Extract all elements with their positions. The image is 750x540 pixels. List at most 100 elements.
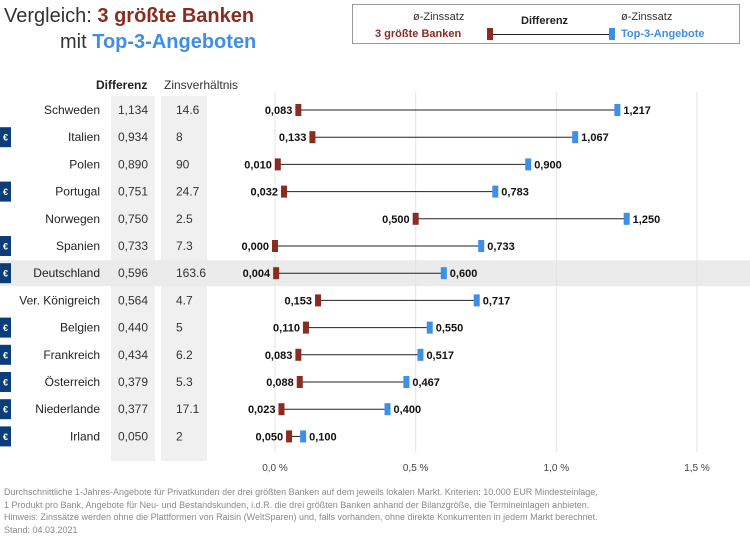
euro-icon: € — [3, 350, 8, 360]
country-label: Niederlande — [35, 402, 100, 416]
difference-value: 0,890 — [118, 157, 148, 171]
big-banks-marker — [272, 240, 278, 252]
big-banks-marker — [295, 348, 302, 361]
legend-big-banks: 3 größte Banken — [375, 28, 462, 40]
big-banks-value-label: 0,083 — [265, 350, 293, 362]
top-offers-value-label: 0,783 — [501, 187, 529, 199]
column-header-ratio: Zinsverhältnis — [164, 78, 239, 92]
country-label: Irland — [70, 429, 100, 443]
country-label: Spanien — [56, 239, 100, 253]
footnote: Durchschnittliche 1-Jahres-Angebote für … — [4, 486, 744, 536]
country-label: Frankreich — [43, 348, 100, 362]
legend-right-rate: ø-Zinssatz — [621, 11, 673, 23]
chart-row-portugal: € Portugal 0,751 24.7 0,032 0,783 — [0, 181, 529, 202]
difference-value: 0,377 — [118, 402, 148, 416]
big-banks-value-label: 0,000 — [241, 241, 269, 253]
big-banks-value-label: 0,110 — [273, 323, 300, 335]
ratio-value: 8 — [176, 130, 183, 144]
euro-badge — [0, 317, 11, 338]
top-offers-value-label: 1,067 — [581, 132, 609, 144]
difference-value: 0,750 — [118, 212, 148, 226]
legend: ø-Zinssatz 3 größte Banken Differenz ø-Z… — [352, 4, 740, 44]
top-offers-value-label: 0,400 — [394, 404, 422, 416]
chart-row-norwegen: Norwegen 0,750 2.5 0,500 1,250 — [45, 212, 660, 226]
top-offers-value-label: 0,600 — [450, 268, 478, 280]
difference-value: 0,733 — [118, 239, 148, 253]
chart-row-frankreich: € Frankreich 0,434 6.2 0,083 0,517 — [0, 344, 454, 365]
difference-value: 1,134 — [118, 103, 148, 117]
ratio-value: 163.6 — [176, 266, 206, 280]
top-offers-marker — [384, 403, 391, 416]
chart-row-irland: € Irland 0,050 2 0,050 0,100 — [0, 426, 337, 447]
difference-value: 0,379 — [118, 375, 148, 389]
country-label: Ver. Königreich — [19, 293, 100, 307]
big-banks-value-label: 0,023 — [248, 404, 276, 416]
chart-row-ver-königreich: Ver. Königreich 0,564 4.7 0,153 0,717 — [19, 293, 510, 307]
top-offers-marker — [614, 104, 621, 116]
top-offers-marker — [473, 294, 480, 307]
country-label: Belgien — [60, 321, 100, 335]
big-banks-value-label: 0,153 — [285, 295, 313, 307]
euro-badge — [0, 344, 11, 365]
big-banks-marker — [302, 321, 309, 334]
big-banks-marker — [412, 212, 419, 225]
legend-top-offers: Top-3-Angebote — [621, 28, 705, 40]
euro-badge — [0, 426, 11, 447]
title-top-offers: Top-3-Angeboten — [92, 31, 257, 53]
euro-icon: € — [3, 133, 8, 143]
chart-row-belgien: € Belgien 0,440 5 0,110 0,550 — [0, 317, 464, 338]
legend-big-banks-marker — [487, 28, 493, 40]
country-label: Portugal — [55, 185, 100, 199]
ratio-value: 2 — [176, 429, 183, 443]
chart-row-polen: Polen 0,890 90 0,010 0,900 — [69, 157, 561, 171]
ratio-value: 5 — [176, 321, 183, 335]
big-banks-value-label: 0,004 — [243, 268, 271, 280]
top-offers-value-label: 0,100 — [309, 431, 337, 443]
big-banks-value-label: 0,500 — [382, 214, 410, 226]
difference-value: 0,751 — [118, 185, 148, 199]
top-offers-value-label: 0,550 — [436, 323, 464, 335]
column-header-difference: Differenz — [96, 78, 148, 92]
ratio-value: 14.6 — [176, 103, 200, 117]
country-label: Schweden — [44, 103, 100, 117]
top-offers-value-label: 0,717 — [483, 295, 511, 307]
x-tick-label: 1,0 % — [544, 463, 570, 474]
euro-badge — [0, 236, 11, 256]
ratio-value: 5.3 — [176, 375, 193, 389]
x-tick-label: 1,5 % — [684, 463, 710, 474]
chart-row-deutschland: € Deutschland 0,596 163.6 0,004 0,600 — [0, 263, 478, 284]
difference-value: 0,596 — [118, 266, 148, 280]
top-offers-marker — [478, 240, 485, 252]
big-banks-value-label: 0,050 — [256, 431, 284, 443]
difference-value: 0,440 — [118, 321, 148, 335]
x-axis-ticks: 0,0 % 0,5 % 1,0 % 1,5 % — [262, 463, 710, 474]
title-connector: mit — [60, 31, 87, 53]
big-banks-marker — [286, 430, 293, 443]
big-banks-marker — [295, 104, 302, 116]
euro-badge — [0, 181, 11, 202]
euro-badge — [0, 372, 11, 392]
chart-row-spanien: € Spanien 0,733 7.3 0,000 0,733 — [0, 236, 515, 256]
title-prefix: Vergleich: — [4, 5, 92, 27]
chart-row-österreich: € Österreich 0,379 5.3 0,088 0,467 — [0, 372, 440, 392]
big-banks-marker — [296, 376, 303, 388]
big-banks-marker — [278, 403, 285, 416]
country-label: Polen — [69, 157, 100, 171]
big-banks-value-label: 0,133 — [279, 132, 307, 144]
euro-icon: € — [3, 432, 8, 442]
euro-icon: € — [3, 323, 8, 333]
country-label: Italien — [68, 130, 100, 144]
legend-top-offers-marker — [609, 28, 615, 40]
ratio-value: 6.2 — [176, 348, 193, 362]
top-offers-value-label: 0,900 — [534, 159, 562, 171]
top-offers-value-label: 1,250 — [633, 214, 661, 226]
x-tick-label: 0,0 % — [262, 463, 288, 474]
euro-icon: € — [3, 242, 8, 252]
chart-row-schweden: Schweden 1,134 14.6 0,083 1,217 — [44, 103, 651, 117]
big-banks-marker — [281, 185, 288, 198]
big-banks-marker — [273, 267, 280, 280]
country-label: Norwegen — [45, 212, 100, 226]
country-label: Deutschland — [33, 266, 100, 280]
legend-left-rate: ø-Zinssatz — [413, 11, 465, 23]
title-big-banks: 3 größte Banken — [97, 5, 255, 27]
